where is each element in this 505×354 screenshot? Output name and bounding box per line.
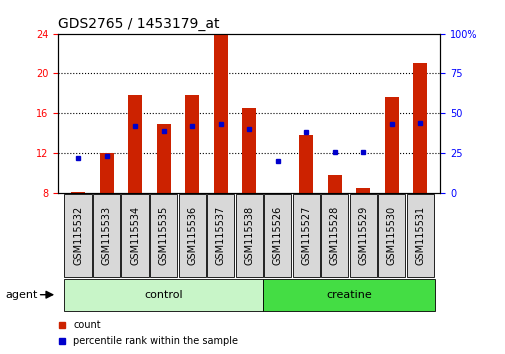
Text: GSM115532: GSM115532 [73, 206, 83, 265]
Text: GSM115534: GSM115534 [130, 206, 140, 265]
Text: GSM115530: GSM115530 [386, 206, 396, 265]
Text: control: control [144, 290, 183, 300]
FancyBboxPatch shape [235, 194, 263, 277]
Bar [384, 97, 398, 193]
Text: creatine: creatine [325, 290, 371, 300]
FancyBboxPatch shape [93, 194, 120, 277]
FancyBboxPatch shape [149, 194, 177, 277]
FancyBboxPatch shape [64, 194, 91, 277]
Text: percentile rank within the sample: percentile rank within the sample [73, 336, 238, 346]
Bar [156, 124, 171, 193]
Bar [241, 108, 256, 193]
Text: GSM115533: GSM115533 [102, 206, 112, 265]
Bar [185, 95, 199, 193]
Text: GSM115537: GSM115537 [215, 206, 225, 265]
FancyBboxPatch shape [207, 194, 234, 277]
Text: GSM115535: GSM115535 [159, 206, 168, 265]
Text: GDS2765 / 1453179_at: GDS2765 / 1453179_at [58, 17, 219, 31]
Text: GSM115538: GSM115538 [244, 206, 254, 265]
Bar [71, 192, 85, 193]
FancyBboxPatch shape [320, 194, 348, 277]
FancyBboxPatch shape [349, 194, 376, 277]
FancyBboxPatch shape [264, 194, 291, 277]
Bar [99, 153, 114, 193]
FancyBboxPatch shape [64, 279, 263, 311]
FancyBboxPatch shape [263, 279, 434, 311]
Text: GSM115527: GSM115527 [300, 206, 311, 265]
Text: agent: agent [5, 290, 37, 300]
Bar [298, 135, 313, 193]
Bar [356, 188, 370, 193]
FancyBboxPatch shape [377, 194, 405, 277]
Text: GSM115536: GSM115536 [187, 206, 197, 265]
Text: GSM115531: GSM115531 [415, 206, 424, 265]
FancyBboxPatch shape [292, 194, 319, 277]
Bar [213, 34, 227, 193]
Text: GSM115528: GSM115528 [329, 206, 339, 265]
FancyBboxPatch shape [178, 194, 206, 277]
Text: GSM115526: GSM115526 [272, 206, 282, 265]
FancyBboxPatch shape [121, 194, 148, 277]
Text: count: count [73, 320, 101, 330]
FancyBboxPatch shape [406, 194, 433, 277]
Text: GSM115529: GSM115529 [358, 206, 368, 265]
Bar [128, 95, 142, 193]
Bar [412, 63, 427, 193]
Bar [327, 175, 341, 193]
